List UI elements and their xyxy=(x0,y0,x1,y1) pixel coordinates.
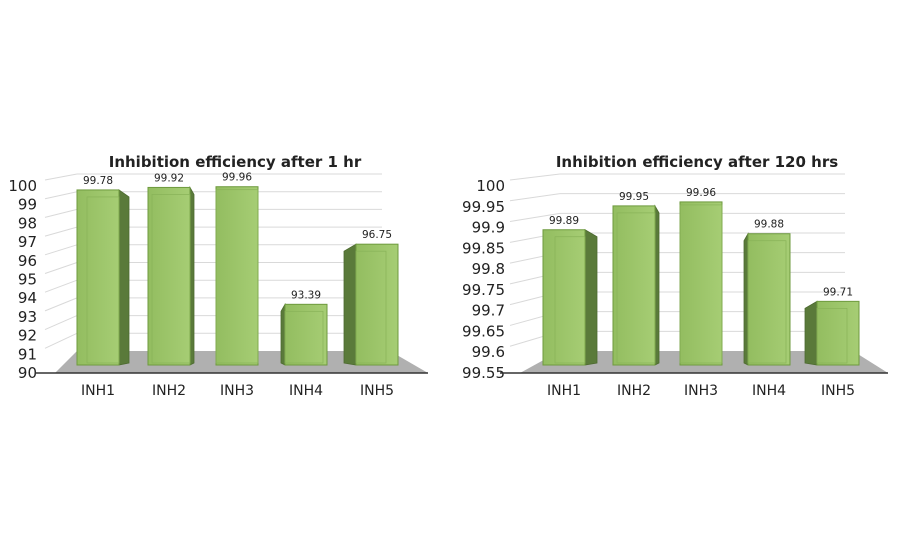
gridline-depth xyxy=(44,226,78,237)
bar-inner-edge xyxy=(816,308,848,364)
chart-1: Inhibition efficiency after 1 hr90919293… xyxy=(8,153,428,399)
gridline-depth xyxy=(509,173,561,181)
bar-front xyxy=(679,201,723,366)
y-tick-label: 99.7 xyxy=(472,302,505,320)
y-tick-label: 100 xyxy=(476,177,505,195)
data-label: 99.95 xyxy=(619,191,649,203)
bar-INH4: 93.39 xyxy=(280,289,328,366)
bar-INH3: 99.96 xyxy=(215,172,259,366)
data-label: 99.78 xyxy=(83,175,113,187)
bar-side xyxy=(804,300,818,366)
gridline-depth xyxy=(509,212,561,223)
y-tick-label: 95 xyxy=(18,271,37,289)
data-label: 99.71 xyxy=(823,286,853,298)
bar-side xyxy=(584,229,598,366)
bar-side xyxy=(118,189,130,366)
x-tick-label: INH4 xyxy=(289,383,323,399)
bar-front xyxy=(215,186,259,366)
x-tick-label: INH1 xyxy=(81,383,115,399)
bar-inner-edge xyxy=(554,236,586,364)
y-tick-label: 99.6 xyxy=(472,343,505,361)
bar-INH1: 99.89 xyxy=(542,215,598,366)
y-tick-label: 99.65 xyxy=(462,322,505,340)
bar-INH4: 99.88 xyxy=(743,219,791,366)
y-tick-label: 99.55 xyxy=(462,364,505,382)
bar-INH2: 99.92 xyxy=(147,172,195,366)
gridline-depth xyxy=(44,191,78,200)
x-tick-label: INH3 xyxy=(220,383,254,399)
bar-front xyxy=(355,243,399,366)
gridline-depth xyxy=(44,208,78,218)
data-label: 99.96 xyxy=(686,187,716,199)
bar-INH1: 99.78 xyxy=(76,175,130,366)
x-tick-label: INH5 xyxy=(821,383,855,399)
bar-side xyxy=(189,185,195,366)
data-label: 99.88 xyxy=(754,219,784,231)
bar-front xyxy=(747,233,791,366)
bar-inner-edge xyxy=(747,240,787,364)
bar-side xyxy=(654,204,660,366)
bar-side xyxy=(280,302,286,366)
bar-inner-edge xyxy=(679,204,723,364)
x-tick-label: INH5 xyxy=(360,383,394,399)
y-tick-label: 98 xyxy=(18,214,37,232)
y-tick-label: 99.85 xyxy=(462,239,505,257)
bar-inner-edge xyxy=(215,189,259,364)
gridline-depth xyxy=(44,244,78,256)
bar-INH5: 99.71 xyxy=(804,286,860,366)
y-tick-label: 99.95 xyxy=(462,198,505,216)
chart-title: Inhibition efficiency after 1 hr xyxy=(109,153,362,171)
y-tick-label: 100 xyxy=(8,177,37,195)
bar-inner-edge xyxy=(151,194,191,364)
x-tick-label: INH2 xyxy=(617,383,651,399)
y-tick-label: 92 xyxy=(18,327,37,345)
y-tick-label: 96 xyxy=(18,252,37,270)
x-tick-label: INH4 xyxy=(752,383,786,399)
bar-front xyxy=(76,189,120,366)
y-tick-label: 99.9 xyxy=(472,219,505,237)
y-tick-label: 99.8 xyxy=(472,260,505,278)
gridline-depth xyxy=(44,279,78,293)
bar-INH3: 99.96 xyxy=(679,187,723,366)
x-tick-label: INH3 xyxy=(684,383,718,399)
x-tick-label: INH2 xyxy=(152,383,186,399)
gridline-depth xyxy=(44,315,78,331)
bar-front xyxy=(542,229,586,366)
gridline-depth xyxy=(509,193,561,202)
bar-inner-edge xyxy=(355,250,387,364)
gridline-depth xyxy=(44,297,78,312)
y-tick-label: 90 xyxy=(18,364,37,382)
bar-front xyxy=(147,186,191,366)
bar-INH5: 96.75 xyxy=(343,229,399,366)
gridline-depth xyxy=(44,173,78,181)
bar-inner-edge xyxy=(86,196,120,364)
bar-side xyxy=(343,243,357,366)
y-tick-label: 99.75 xyxy=(462,281,505,299)
bar-INH2: 99.95 xyxy=(612,191,660,366)
y-tick-label: 91 xyxy=(18,345,37,363)
bar-inner-edge xyxy=(616,212,656,364)
bar-side xyxy=(743,232,749,366)
data-label: 99.92 xyxy=(154,172,184,184)
bar-front xyxy=(284,303,328,366)
gridline-depth xyxy=(44,332,78,349)
x-tick-label: INH1 xyxy=(547,383,581,399)
bar-front xyxy=(816,300,860,366)
chart-2: Inhibition efficiency after 120 hrs 99.55… xyxy=(462,153,888,399)
bar-inner-edge xyxy=(284,310,324,364)
data-label: 93.39 xyxy=(291,289,321,301)
data-label: 99.96 xyxy=(222,172,252,184)
data-label: 96.75 xyxy=(362,229,392,241)
chart-title: Inhibition efficiency after 120 hrs xyxy=(556,153,838,171)
gridline-depth xyxy=(44,262,78,274)
y-tick-label: 93 xyxy=(18,308,37,326)
bar-front xyxy=(612,205,656,366)
y-tick-label: 99 xyxy=(18,196,37,214)
data-label: 99.89 xyxy=(549,215,579,227)
y-tick-label: 97 xyxy=(18,233,37,251)
y-tick-label: 94 xyxy=(18,289,37,307)
